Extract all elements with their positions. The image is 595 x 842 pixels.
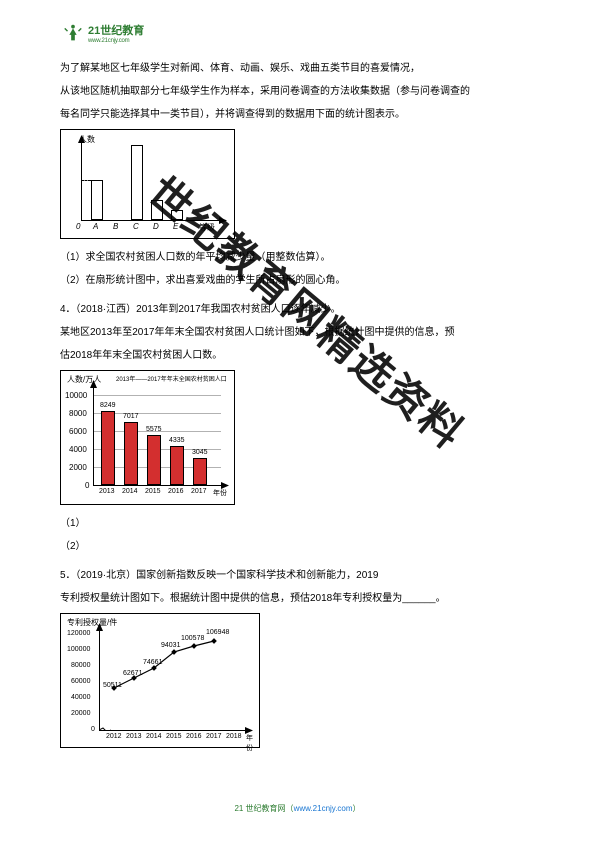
c3-v1: 62671 bbox=[123, 670, 142, 677]
p1-intro: 为了解某地区七年级学生对新闻、体育、动画、娱乐、戏曲五类节目的喜爱情况， bbox=[60, 60, 540, 77]
chart-patents: 专利授权量/件 0 20000 40000 60000 80000 100000… bbox=[60, 613, 260, 748]
c2-title: 2013年——2017年年末全国农村贫困人口 bbox=[116, 374, 227, 383]
c2-tick-0: 0 bbox=[85, 481, 89, 490]
c3-x1: 2013 bbox=[126, 733, 142, 740]
c3-v0: 50511 bbox=[103, 682, 122, 689]
c2-x2: 2015 bbox=[145, 488, 161, 495]
c3-v3: 94031 bbox=[161, 642, 180, 649]
c2-tick-8000: 8000 bbox=[69, 409, 87, 418]
c3-tick-40000: 40000 bbox=[71, 694, 90, 701]
brand-block: 21世纪教育 www.21cnjy.com bbox=[88, 22, 144, 44]
c3-x3: 2015 bbox=[166, 733, 182, 740]
c1-cat-c: C bbox=[133, 222, 139, 231]
c2-v1: 7017 bbox=[123, 413, 139, 420]
p3-title: 5．（2019·北京）国家创新指数反映一个国家科学技术和创新能力，2019 bbox=[60, 567, 540, 584]
header: 21世纪教育 www.21cnjy.com bbox=[62, 22, 144, 44]
c3-tick-60000: 60000 bbox=[71, 678, 90, 685]
c2-xlabel: 年份 bbox=[213, 488, 227, 498]
c3-ylabel: 专利授权量/件 bbox=[67, 617, 117, 628]
c1-origin: 0 bbox=[76, 222, 80, 231]
brand-title: 21世纪教育 bbox=[88, 22, 144, 38]
p1-q1: （1）求全国农村贫困人口数的年平均减少量（用整数估算）。 bbox=[60, 249, 540, 266]
content-area: 为了解某地区七年级学生对新闻、体育、动画、娱乐、戏曲五类节目的喜爱情况， 从该地… bbox=[60, 60, 540, 758]
arrow-right-icon bbox=[219, 217, 227, 224]
c2-v0: 8249 bbox=[100, 402, 116, 409]
c3-x4: 2016 bbox=[186, 733, 202, 740]
c3-tick-0: 0 bbox=[91, 726, 95, 733]
c2-x3: 2016 bbox=[168, 488, 184, 495]
footer: 21 世纪教育网（www.21cnjy.com） bbox=[0, 803, 595, 814]
c3-tick-120000: 120000 bbox=[67, 630, 90, 637]
c2-tick-2000: 2000 bbox=[69, 463, 87, 472]
c3-tick-100000: 100000 bbox=[67, 646, 90, 653]
footer-url: www.21cnjy.com bbox=[294, 804, 353, 813]
c3-x5: 2017 bbox=[206, 733, 222, 740]
c3-v2: 74661 bbox=[143, 659, 162, 666]
c1-cat-a: A bbox=[93, 222, 98, 231]
p2-q1: （1） bbox=[60, 515, 540, 532]
c2-v2: 5575 bbox=[146, 426, 162, 433]
c3-tick-80000: 80000 bbox=[71, 662, 90, 669]
c1-cat-e: E bbox=[173, 222, 178, 231]
c3-xlabel: 年份 bbox=[246, 733, 259, 753]
p3-intro: 专利授权量统计图如下。根据统计图中提供的信息，预估2018年专利授权量为____… bbox=[60, 590, 540, 607]
p2-q2: （2） bbox=[60, 538, 540, 555]
p2-line2: 估2018年年末全国农村贫困人口数。 bbox=[60, 347, 540, 364]
p1-q2: （2）在扇形统计图中，求出喜爱戏曲的学生所占扇形的圆心角。 bbox=[60, 272, 540, 289]
p2-title: 4．（2018·江西）2013年到2017年我国农村贫困人口逐年减少。 bbox=[60, 301, 540, 318]
c2-x1: 2014 bbox=[122, 488, 138, 495]
c3-x2: 2014 bbox=[146, 733, 162, 740]
c2-x4: 2017 bbox=[191, 488, 207, 495]
c1-xlabel: 等级 bbox=[199, 222, 215, 233]
c3-x6: 2018 bbox=[226, 733, 242, 740]
arrow-up-icon bbox=[78, 135, 85, 143]
c2-tick-4000: 4000 bbox=[69, 445, 87, 454]
logo-icon bbox=[62, 22, 84, 44]
c2-x0: 2013 bbox=[99, 488, 115, 495]
c1-cat-d: D bbox=[153, 222, 159, 231]
p2-intro: 某地区2013年至2017年年末全国农村贫困人口统计图如下，根据统计图中提供的信… bbox=[60, 324, 540, 341]
c3-v5: 106948 bbox=[206, 629, 229, 636]
footer-suffix: ） bbox=[353, 804, 361, 813]
p1-line3: 每名同学只能选择其中一类节目），并将调查得到的数据用下面的统计图表示。 bbox=[60, 106, 540, 123]
c2-tick-10000: 10000 bbox=[65, 391, 87, 400]
c3-x0: 2012 bbox=[106, 733, 122, 740]
c2-tick-6000: 6000 bbox=[69, 427, 87, 436]
footer-prefix: 21 世纪教育网（ bbox=[234, 804, 293, 813]
chart-grades: 人数 0 A B C D E 等级 bbox=[60, 129, 235, 239]
p1-line2: 从该地区随机抽取部分七年级学生作为样本，采用问卷调查的方法收集数据（参与问卷调查… bbox=[60, 83, 540, 100]
c1-cat-b: B bbox=[113, 222, 118, 231]
c2-v4: 3045 bbox=[192, 449, 208, 456]
c3-v4: 100578 bbox=[181, 635, 204, 642]
chart-poverty: 人数/万人 2013年——2017年年末全国农村贫困人口 0 2000 4000… bbox=[60, 370, 235, 505]
c3-tick-20000: 20000 bbox=[71, 710, 90, 717]
c2-v3: 4335 bbox=[169, 437, 185, 444]
arrow-up-icon bbox=[90, 380, 97, 388]
brand-subtitle: www.21cnjy.com bbox=[88, 38, 144, 44]
